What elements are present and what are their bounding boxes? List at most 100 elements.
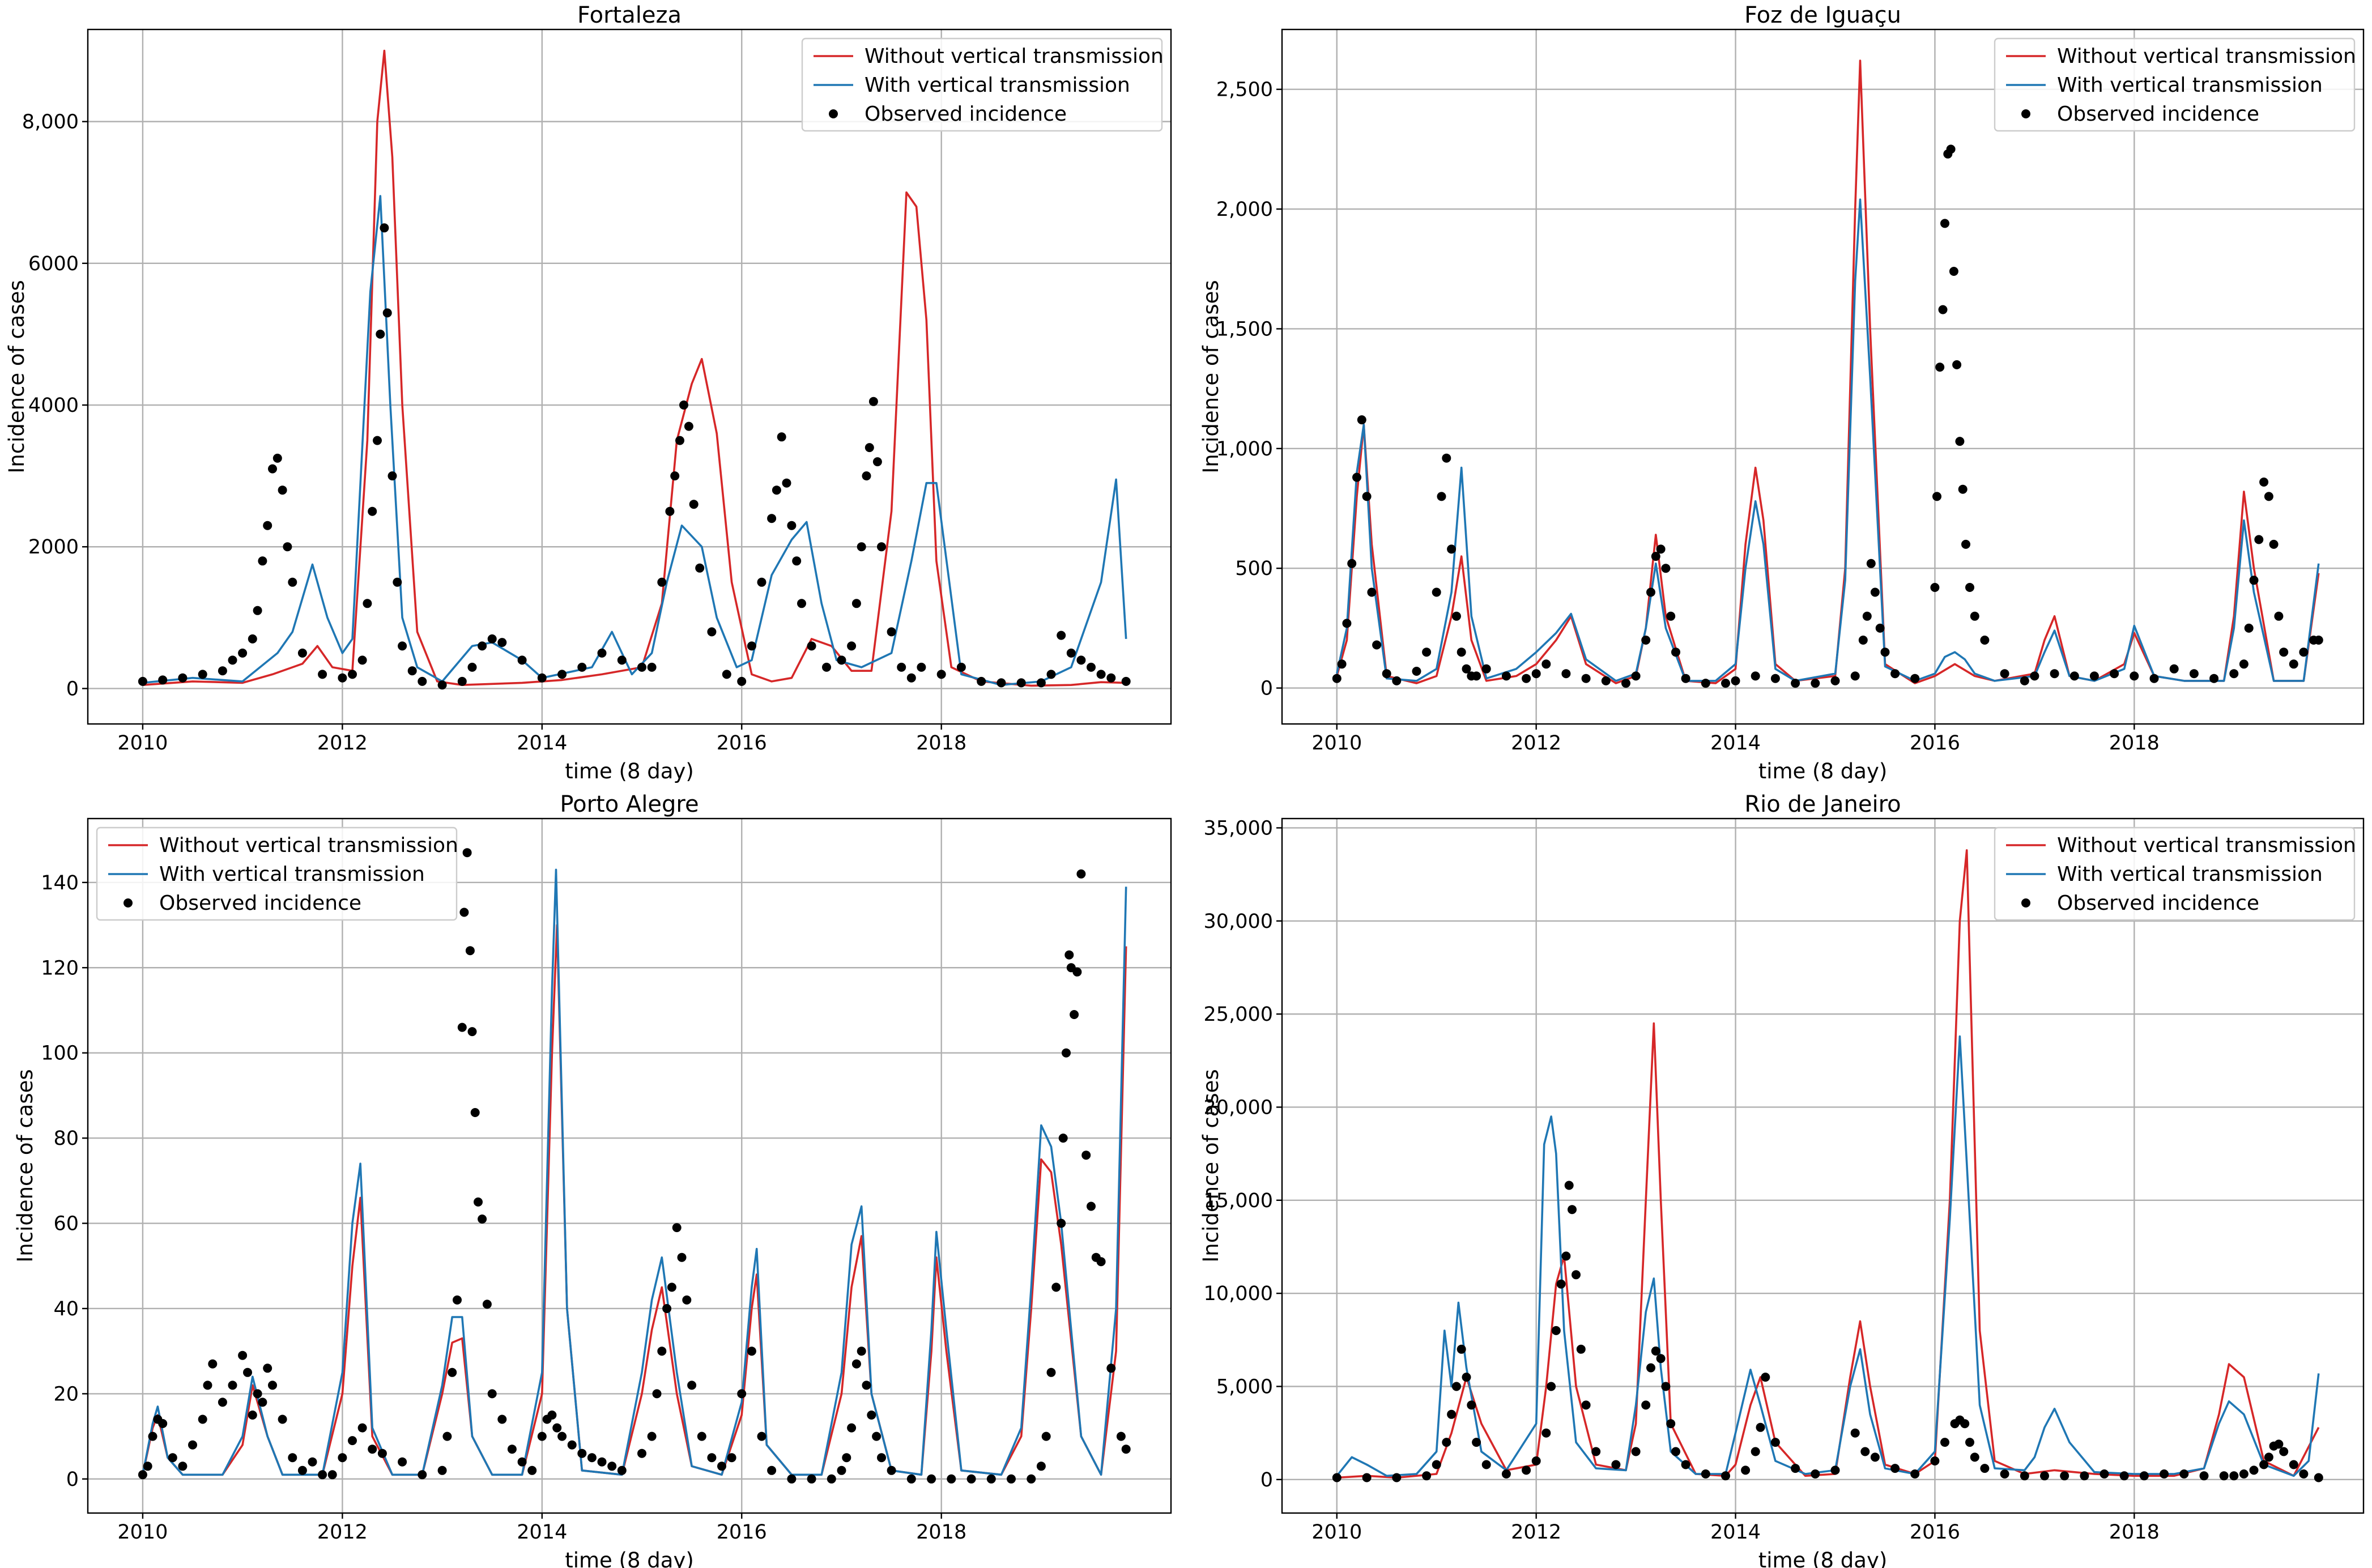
fortaleza-line-without-vertical	[142, 49, 1126, 687]
fortaleza-observed-point	[857, 542, 866, 552]
rio-de-janeiro-observed-point	[1671, 1447, 1680, 1456]
foz-de-iguacu-observed-point	[1656, 544, 1666, 554]
foz-de-iguacu-observed-point	[1830, 676, 1840, 685]
porto-alegre-observed-point	[652, 1389, 662, 1399]
porto-alegre-ytick-label: 140	[41, 872, 79, 894]
porto-alegre-observed-point	[737, 1389, 747, 1399]
foz-de-iguacu-observed-point	[1890, 669, 1900, 679]
porto-alegre-ytick-label: 40	[53, 1298, 79, 1320]
foz-de-iguacu-xtick-label: 2012	[1511, 732, 1561, 755]
foz-de-iguacu-observed-point	[1447, 544, 1457, 554]
rio-de-janeiro-observed-point	[1576, 1344, 1586, 1354]
fortaleza-observed-point	[807, 641, 816, 651]
rio-de-janeiro-observed-point	[2060, 1471, 2069, 1481]
porto-alegre-line-without-vertical	[142, 924, 1127, 1476]
foz-de-iguacu-observed-point	[1422, 647, 1432, 657]
porto-alegre-xtick-label: 2016	[717, 1521, 767, 1544]
porto-alegre-observed-point	[253, 1389, 262, 1399]
fortaleza-observed-point	[368, 506, 377, 516]
foz-de-iguacu-observed-point	[2314, 636, 2323, 645]
fortaleza-observed-point	[1046, 670, 1056, 679]
foz-de-iguacu-line-with-vertical	[1336, 198, 2320, 682]
foz-de-iguacu-observed-point	[2289, 659, 2298, 669]
rio-de-janeiro-observed-point	[1572, 1270, 1581, 1280]
fortaleza-observed-point	[657, 577, 667, 587]
foz-de-iguacu-observed-point	[1651, 552, 1660, 561]
porto-alegre-observed-point	[448, 1367, 457, 1377]
fortaleza-observed-point	[318, 670, 327, 679]
porto-alegre-line-with-vertical	[142, 868, 1127, 1476]
porto-alegre-observed-point	[482, 1299, 492, 1309]
porto-alegre-observed-point	[218, 1397, 227, 1407]
foz-de-iguacu-observed-point	[1811, 679, 1820, 688]
porto-alegre-observed-point	[457, 1022, 467, 1032]
porto-alegre-observed-point	[470, 1108, 480, 1117]
fortaleza-observed-point	[747, 641, 756, 651]
foz-de-iguacu-observed-point	[2000, 669, 2009, 679]
rio-de-janeiro-ytick-label: 35,000	[1204, 817, 1273, 840]
porto-alegre-observed-point	[862, 1380, 871, 1390]
foz-de-iguacu-observed-point	[1501, 671, 1511, 681]
porto-alegre-observed-point	[478, 1215, 487, 1224]
rio-de-janeiro-observed-point	[2299, 1469, 2309, 1478]
foz-de-iguacu-observed-point	[2264, 492, 2273, 501]
rio-de-janeiro-observed-point	[1756, 1422, 1765, 1432]
porto-alegre-observed-point	[1027, 1474, 1036, 1484]
fortaleza-observed-point	[1121, 676, 1131, 686]
foz-de-iguacu-observed-point	[1522, 674, 1531, 683]
porto-alegre-observed-point	[288, 1453, 297, 1463]
fortaleza-observed-point	[467, 662, 477, 672]
porto-alegre-observed-point	[158, 1419, 168, 1428]
porto-alegre-observed-point	[607, 1462, 617, 1471]
porto-alegre-observed-point	[1046, 1367, 1056, 1377]
porto-alegre-legend-marker-observed	[124, 898, 133, 907]
fortaleza-observed-point	[487, 634, 497, 644]
porto-alegre-observed-point	[637, 1448, 646, 1458]
fortaleza-ytick-label: 6000	[28, 253, 79, 275]
foz-de-iguacu-observed-point	[1980, 636, 1990, 645]
porto-alegre-observed-point	[787, 1474, 797, 1484]
rio-de-janeiro-observed-point	[2040, 1471, 2049, 1481]
fortaleza-observed-point	[577, 662, 587, 672]
fortaleza-observed-point	[617, 655, 627, 665]
rio-de-janeiro-line-without-vertical	[1336, 849, 2320, 1479]
fortaleza-observed-point	[797, 599, 806, 608]
porto-alegre-observed-point	[398, 1457, 407, 1467]
fortaleza-observed-point	[373, 436, 382, 445]
rio-de-janeiro-xtick-label: 2010	[1311, 1521, 1362, 1544]
porto-alegre-observed-point	[867, 1411, 876, 1420]
fortaleza-observed-point	[647, 662, 657, 672]
fortaleza-observed-point	[380, 223, 389, 233]
rio-de-janeiro-observed-point	[1467, 1400, 1476, 1410]
fortaleza-title: Fortaleza	[577, 2, 682, 28]
fortaleza-observed-point	[268, 464, 277, 474]
porto-alegre-observed-point	[348, 1436, 357, 1446]
foz-de-iguacu-observed-point	[1731, 676, 1740, 685]
fortaleza-axes-frame	[87, 28, 1172, 725]
rio-de-janeiro-observed-point	[1641, 1400, 1651, 1410]
foz-de-iguacu-observed-point	[1412, 667, 1421, 676]
rio-de-janeiro-observed-point	[1791, 1464, 1800, 1473]
rio-de-janeiro-ytick-label: 5,000	[1216, 1375, 1273, 1398]
porto-alegre-observed-point	[1036, 1462, 1046, 1471]
foz-de-iguacu-observed-point	[1666, 611, 1676, 621]
fortaleza-observed-point	[872, 457, 882, 467]
fortaleza-ytick-label: 4000	[28, 394, 79, 417]
rio-de-janeiro-observed-point	[1547, 1382, 1556, 1391]
foz-de-iguacu-observed-point	[1372, 640, 1382, 650]
porto-alegre-observed-point	[318, 1470, 327, 1480]
porto-alegre-observed-point	[707, 1453, 717, 1463]
porto-alegre-observed-point	[966, 1474, 976, 1484]
rio-de-janeiro-xlabel: time (8 day)	[1758, 1548, 1888, 1568]
rio-de-janeiro-ytick-label: 0	[1260, 1469, 1273, 1492]
rio-de-janeiro-observed-point	[2259, 1460, 2269, 1469]
fortaleza-observed-point	[297, 648, 307, 658]
rio-de-janeiro-observed-point	[1472, 1438, 1481, 1447]
rio-de-janeiro-observed-point	[1462, 1373, 1471, 1382]
porto-alegre-legend-box	[96, 826, 458, 921]
rio-de-janeiro-observed-point	[1564, 1181, 1574, 1190]
porto-alegre-observed-point	[547, 1411, 557, 1420]
porto-alegre-observed-point	[577, 1448, 587, 1458]
porto-alegre-observed-point	[278, 1414, 287, 1424]
foz-de-iguacu-observed-point	[1949, 267, 1958, 276]
